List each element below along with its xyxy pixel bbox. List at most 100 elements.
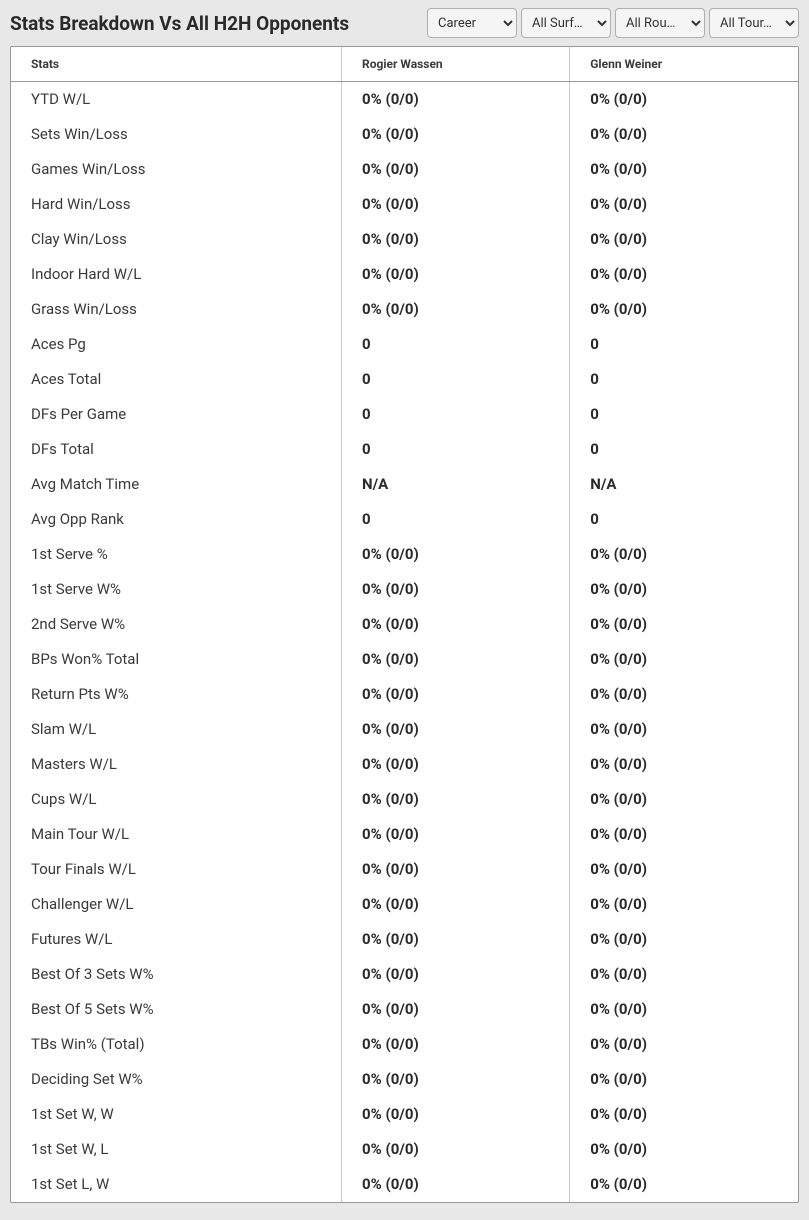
table-row: Avg Match TimeN/AN/A (11, 467, 798, 502)
stat-label: Aces Pg (11, 327, 342, 362)
player1-value: 0% (0/0) (342, 187, 570, 222)
stat-label: Main Tour W/L (11, 817, 342, 852)
player2-value: 0% (0/0) (570, 1097, 798, 1132)
stat-label: Slam W/L (11, 712, 342, 747)
column-header-player2: Glenn Weiner (570, 47, 798, 82)
column-header-stats: Stats (11, 47, 342, 82)
player2-value: 0 (570, 327, 798, 362)
player1-value: 0% (0/0) (342, 607, 570, 642)
column-header-player1: Rogier Wassen (342, 47, 570, 82)
stat-label: Deciding Set W% (11, 1062, 342, 1097)
player2-value: 0% (0/0) (570, 852, 798, 887)
player1-value: 0% (0/0) (342, 82, 570, 117)
player1-value: 0% (0/0) (342, 852, 570, 887)
player2-value: 0% (0/0) (570, 677, 798, 712)
table-row: Indoor Hard W/L0% (0/0)0% (0/0) (11, 257, 798, 292)
stat-label: Clay Win/Loss (11, 222, 342, 257)
stat-label: DFs Per Game (11, 397, 342, 432)
player2-value: 0% (0/0) (570, 992, 798, 1027)
stat-label: BPs Won% Total (11, 642, 342, 677)
player1-value: N/A (342, 467, 570, 502)
player1-value: 0 (342, 362, 570, 397)
table-row: Main Tour W/L0% (0/0)0% (0/0) (11, 817, 798, 852)
table-row: 1st Serve %0% (0/0)0% (0/0) (11, 537, 798, 572)
stat-label: 1st Serve W% (11, 572, 342, 607)
player2-value: 0% (0/0) (570, 117, 798, 152)
stat-label: Avg Match Time (11, 467, 342, 502)
stat-label: Challenger W/L (11, 887, 342, 922)
tournament-filter[interactable]: All Tour… (709, 8, 799, 38)
player1-value: 0% (0/0) (342, 117, 570, 152)
player2-value: 0% (0/0) (570, 572, 798, 607)
table-row: Tour Finals W/L0% (0/0)0% (0/0) (11, 852, 798, 887)
table-row: 1st Set W, L0% (0/0)0% (0/0) (11, 1132, 798, 1167)
player2-value: 0 (570, 432, 798, 467)
player1-value: 0 (342, 327, 570, 362)
player2-value: 0% (0/0) (570, 222, 798, 257)
player1-value: 0% (0/0) (342, 1027, 570, 1062)
player1-value: 0% (0/0) (342, 1062, 570, 1097)
table-row: BPs Won% Total0% (0/0)0% (0/0) (11, 642, 798, 677)
table-row: Masters W/L0% (0/0)0% (0/0) (11, 747, 798, 782)
player2-value: 0% (0/0) (570, 152, 798, 187)
table-row: Return Pts W%0% (0/0)0% (0/0) (11, 677, 798, 712)
player1-value: 0% (0/0) (342, 1097, 570, 1132)
table-row: Avg Opp Rank00 (11, 502, 798, 537)
player1-value: 0% (0/0) (342, 992, 570, 1027)
stat-label: Aces Total (11, 362, 342, 397)
stat-label: DFs Total (11, 432, 342, 467)
player2-value: 0% (0/0) (570, 187, 798, 222)
surface-filter[interactable]: All Surf… (521, 8, 611, 38)
player1-value: 0% (0/0) (342, 747, 570, 782)
player1-value: 0% (0/0) (342, 1132, 570, 1167)
stat-label: 1st Serve % (11, 537, 342, 572)
player2-value: 0% (0/0) (570, 1062, 798, 1097)
player1-value: 0% (0/0) (342, 572, 570, 607)
table-row: Futures W/L0% (0/0)0% (0/0) (11, 922, 798, 957)
player2-value: 0% (0/0) (570, 1167, 798, 1202)
table-row: Best Of 3 Sets W%0% (0/0)0% (0/0) (11, 957, 798, 992)
stat-label: Cups W/L (11, 782, 342, 817)
career-filter[interactable]: Career (427, 8, 517, 38)
player2-value: 0 (570, 397, 798, 432)
table-row: Sets Win/Loss0% (0/0)0% (0/0) (11, 117, 798, 152)
player1-value: 0% (0/0) (342, 257, 570, 292)
stats-table-container: Stats Rogier Wassen Glenn Weiner YTD W/L… (10, 46, 799, 1203)
player1-value: 0% (0/0) (342, 1167, 570, 1202)
table-row: Aces Total00 (11, 362, 798, 397)
stat-label: 2nd Serve W% (11, 607, 342, 642)
page-title: Stats Breakdown Vs All H2H Opponents (10, 12, 349, 35)
table-row: Clay Win/Loss0% (0/0)0% (0/0) (11, 222, 798, 257)
table-row: 1st Set L, W0% (0/0)0% (0/0) (11, 1167, 798, 1202)
table-row: 1st Set W, W0% (0/0)0% (0/0) (11, 1097, 798, 1132)
table-row: Slam W/L0% (0/0)0% (0/0) (11, 712, 798, 747)
player2-value: 0% (0/0) (570, 82, 798, 117)
round-filter[interactable]: All Rou… (615, 8, 705, 38)
filter-group: Career All Surf… All Rou… All Tour… (427, 8, 799, 38)
player1-value: 0 (342, 502, 570, 537)
stat-label: Masters W/L (11, 747, 342, 782)
stat-label: YTD W/L (11, 82, 342, 117)
stat-label: TBs Win% (Total) (11, 1027, 342, 1062)
player2-value: N/A (570, 467, 798, 502)
player1-value: 0% (0/0) (342, 152, 570, 187)
stat-label: Tour Finals W/L (11, 852, 342, 887)
player1-value: 0% (0/0) (342, 887, 570, 922)
stat-label: Indoor Hard W/L (11, 257, 342, 292)
stat-label: Best Of 3 Sets W% (11, 957, 342, 992)
player1-value: 0% (0/0) (342, 222, 570, 257)
table-row: Aces Pg00 (11, 327, 798, 362)
stat-label: Grass Win/Loss (11, 292, 342, 327)
table-row: Deciding Set W%0% (0/0)0% (0/0) (11, 1062, 798, 1097)
table-row: Grass Win/Loss0% (0/0)0% (0/0) (11, 292, 798, 327)
stats-table: Stats Rogier Wassen Glenn Weiner YTD W/L… (11, 47, 798, 1202)
table-row: DFs Total00 (11, 432, 798, 467)
player2-value: 0% (0/0) (570, 1132, 798, 1167)
table-row: DFs Per Game00 (11, 397, 798, 432)
player2-value: 0 (570, 362, 798, 397)
stat-label: 1st Set W, W (11, 1097, 342, 1132)
table-header-row: Stats Rogier Wassen Glenn Weiner (11, 47, 798, 82)
player2-value: 0 (570, 502, 798, 537)
header: Stats Breakdown Vs All H2H Opponents Car… (0, 0, 809, 46)
stat-label: Avg Opp Rank (11, 502, 342, 537)
